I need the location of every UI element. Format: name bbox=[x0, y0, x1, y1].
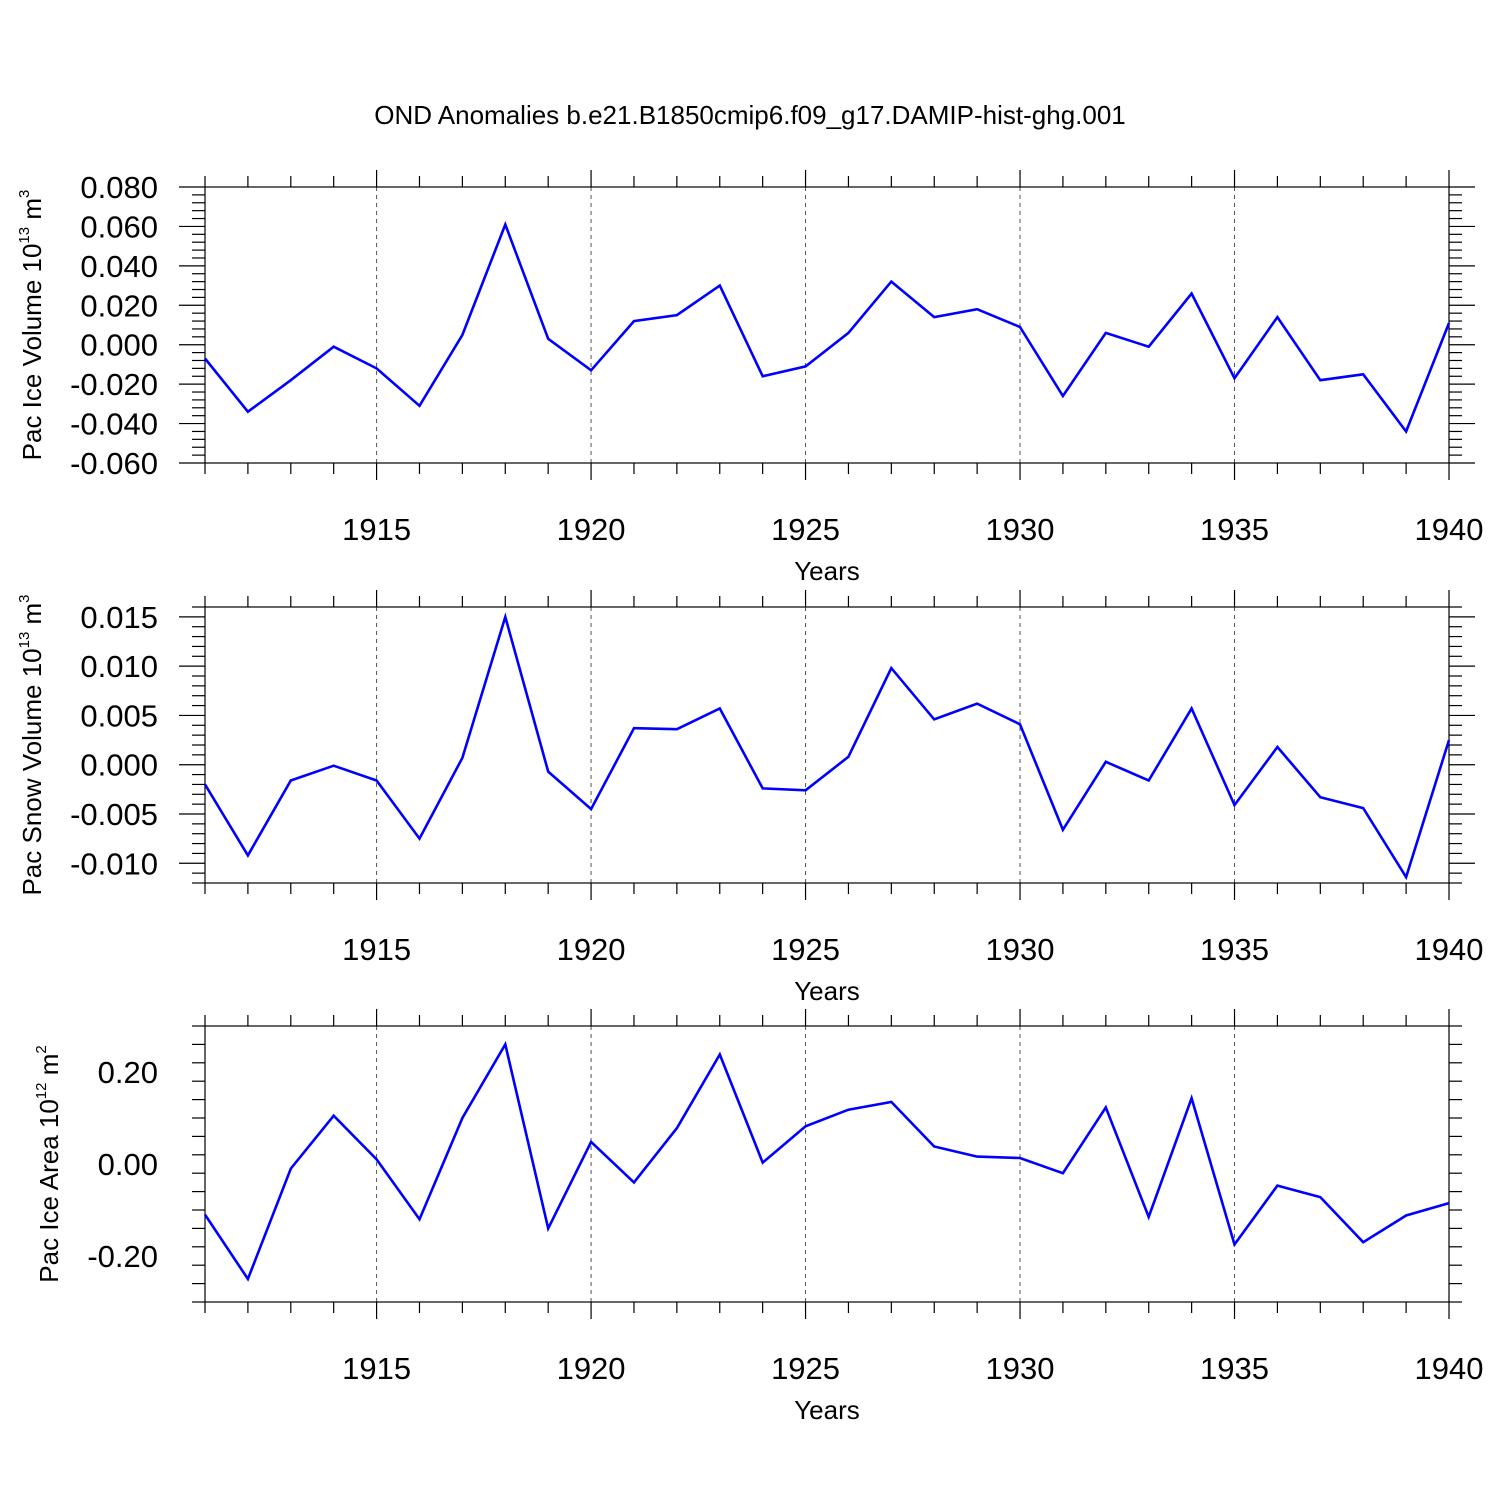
x-tick-label: 1930 bbox=[986, 932, 1055, 967]
plot-frame bbox=[204, 1025, 1450, 1303]
x-tick-label: 1920 bbox=[557, 932, 626, 967]
x-axis-title: Years bbox=[794, 556, 860, 586]
chart-title: OND Anomalies b.e21.B1850cmip6.f09_g17.D… bbox=[374, 100, 1126, 130]
y-tick-label: -0.005 bbox=[70, 797, 158, 832]
y-tick-label: -0.20 bbox=[87, 1239, 158, 1274]
x-tick-label: 1940 bbox=[1415, 512, 1484, 547]
x-axis-title: Years bbox=[794, 1395, 860, 1425]
x-tick-label: 1935 bbox=[1200, 932, 1269, 967]
panels: -0.060 -0.040 -0.020 0.000 0.020 0.040 0.060 0.… bbox=[16, 170, 1483, 1425]
y-tick-label: -0.020 bbox=[70, 367, 158, 402]
x-tick-label: 1915 bbox=[342, 1351, 411, 1386]
x-tick-label: 1935 bbox=[1200, 512, 1269, 547]
y-tick-label: 0.020 bbox=[80, 288, 158, 323]
x-tick-label: 1940 bbox=[1415, 932, 1484, 967]
y-tick-label: 0.005 bbox=[80, 698, 158, 733]
y-tick-label: -0.060 bbox=[70, 446, 158, 481]
series-line bbox=[203, 1040, 1450, 1282]
y-tick-label: -0.040 bbox=[70, 407, 158, 442]
x-tick-label: 1930 bbox=[986, 1351, 1055, 1386]
x-axis-title: Years bbox=[794, 976, 860, 1006]
y-tick-label: 0.00 bbox=[98, 1147, 158, 1182]
y-tick-label: -0.010 bbox=[70, 846, 158, 881]
x-tick-label: 1920 bbox=[557, 1351, 626, 1386]
panel-3: -0.20 0.00 0.20 1915 1920 1925 1930 1935 1940 Yea… bbox=[33, 1009, 1483, 1425]
x-tick-label: 1940 bbox=[1415, 1351, 1484, 1386]
series-line bbox=[203, 612, 1451, 881]
x-tick-label: 1920 bbox=[557, 512, 626, 547]
panel-2: -0.010 -0.005 0.000 0.005 0.010 0.015 1915 1920… bbox=[16, 590, 1483, 1006]
y-axis-title: Pac Ice Volume 1013 m3 bbox=[16, 190, 47, 461]
y-tick-label: 0.20 bbox=[98, 1055, 158, 1090]
x-tick-label: 1925 bbox=[771, 932, 840, 967]
x-tick-label: 1935 bbox=[1200, 1351, 1269, 1386]
plot-frame bbox=[204, 186, 1450, 464]
x-tick-label: 1925 bbox=[771, 1351, 840, 1386]
y-tick-label: 0.015 bbox=[80, 600, 158, 635]
plot-frame bbox=[204, 606, 1450, 884]
y-tick-label: 0.010 bbox=[80, 649, 158, 684]
y-tick-label: 0.000 bbox=[80, 748, 158, 783]
y-tick-label: 0.000 bbox=[80, 328, 158, 363]
series-line bbox=[203, 220, 1451, 435]
y-tick-label: 0.060 bbox=[80, 209, 158, 244]
y-tick-label: 0.040 bbox=[80, 249, 158, 284]
y-axis-title: Pac Snow Volume 1013 m3 bbox=[16, 594, 47, 895]
x-tick-label: 1915 bbox=[342, 512, 411, 547]
y-tick-label: 0.080 bbox=[80, 170, 158, 205]
panel-1: -0.060 -0.040 -0.020 0.000 0.020 0.040 0.060 0.… bbox=[16, 170, 1483, 586]
x-tick-label: 1930 bbox=[986, 512, 1055, 547]
x-tick-label: 1915 bbox=[342, 932, 411, 967]
y-axis-title: Pac Ice Area 1012 m2 bbox=[33, 1045, 64, 1282]
x-tick-label: 1925 bbox=[771, 512, 840, 547]
